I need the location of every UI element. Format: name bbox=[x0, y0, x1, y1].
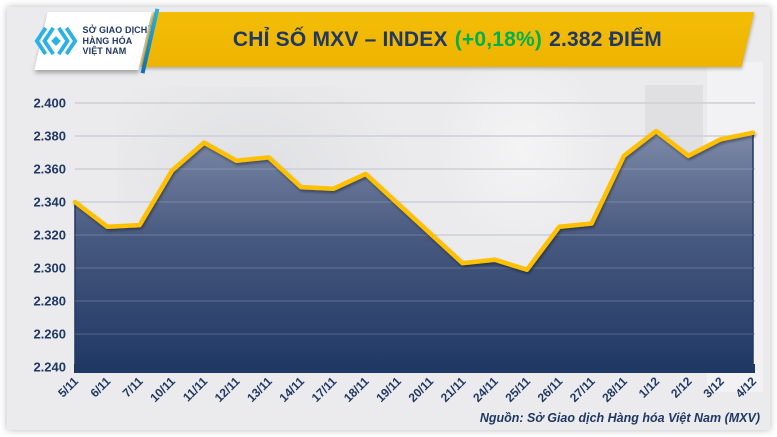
x-axis-label: 13/11 bbox=[244, 374, 275, 405]
x-axis-label: 2/12 bbox=[668, 374, 695, 401]
mxv-chevron-logo-icon bbox=[34, 26, 77, 56]
y-axis-label: 2.280 bbox=[33, 294, 66, 309]
mxv-logo: SỞ GIAO DỊCH™ HÀNG HÓA VIỆT NAM bbox=[34, 12, 154, 70]
x-axis-label: 11/11 bbox=[180, 374, 210, 404]
x-axis-label: 4/12 bbox=[733, 374, 760, 401]
x-axis-label: 17/11 bbox=[309, 374, 340, 405]
x-axis-line bbox=[74, 364, 755, 373]
x-axis-label: 18/11 bbox=[341, 374, 372, 405]
x-axis-label: 5/11 bbox=[55, 374, 81, 400]
x-axis-label: 26/11 bbox=[535, 374, 566, 405]
mxv-index-chart: 2.240 2.260 2.280 2.300 2.320 2.340 2.360 2.380… bbox=[33, 96, 760, 405]
x-axis-label: 6/11 bbox=[87, 374, 113, 400]
logo-text: SỞ GIAO DỊCH™ HÀNG HÓA VIỆT NAM bbox=[83, 25, 154, 57]
index-line bbox=[72, 128, 756, 272]
y-axis-label: 2.240 bbox=[33, 360, 66, 375]
x-axis-label: 25/11 bbox=[502, 374, 533, 405]
y-axis-label: 2.320 bbox=[33, 228, 66, 243]
y-axis-label: 2.340 bbox=[33, 195, 66, 210]
y-axis-label: 2.260 bbox=[33, 327, 66, 342]
x-axis-label: 3/12 bbox=[700, 374, 727, 401]
x-axis-label: 21/11 bbox=[438, 374, 469, 405]
x-axis-label: 12/11 bbox=[212, 374, 243, 405]
y-axis-label: 2.400 bbox=[33, 96, 66, 111]
x-axis-label: 24/11 bbox=[470, 374, 501, 405]
y-axis-label: 2.360 bbox=[33, 162, 66, 177]
source-caption: Nguồn: Sở Giao dịch Hàng hóa Việt Nam (M… bbox=[479, 411, 760, 425]
x-axis-label: 1/12 bbox=[636, 374, 663, 401]
y-axis-label: 2.300 bbox=[33, 261, 66, 276]
x-axis-label: 27/11 bbox=[567, 374, 598, 405]
x-axis-label: 19/11 bbox=[373, 374, 404, 405]
infographic-canvas: 2.240 2.260 2.280 2.300 2.320 2.340 2.360 2.380… bbox=[7, 7, 770, 430]
x-axis-label: 10/11 bbox=[147, 374, 178, 405]
y-axis-label: 2.380 bbox=[33, 129, 66, 144]
x-axis-label: 7/11 bbox=[120, 374, 146, 400]
x-axis-label: 20/11 bbox=[406, 374, 437, 405]
mxv-logo-card: SỞ GIAO DỊCH™ HÀNG HÓA VIỆT NAM bbox=[34, 12, 154, 70]
x-axis-label: 28/11 bbox=[599, 374, 630, 405]
x-axis-label: 14/11 bbox=[276, 374, 307, 405]
